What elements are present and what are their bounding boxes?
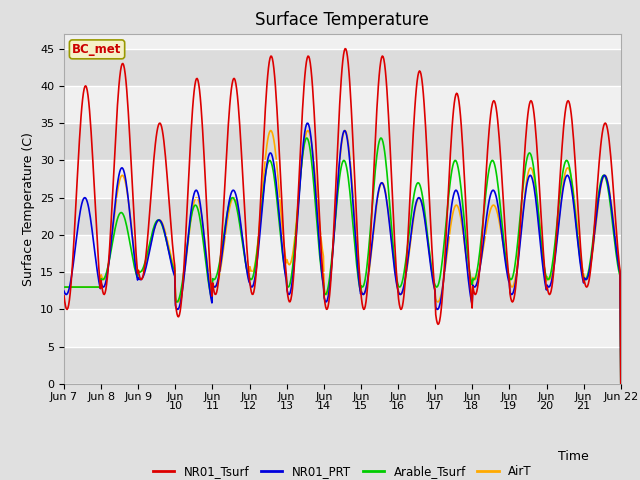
- Line: AirT: AirT: [64, 131, 621, 384]
- Bar: [64, 347, 621, 384]
- Line: NR01_Tsurf: NR01_Tsurf: [64, 48, 621, 384]
- Arable_Tsurf: [411, 188, 419, 193]
- Text: BC_met: BC_met: [72, 43, 122, 56]
- NR01_Tsurf: [411, 105, 419, 111]
- Arable_Tsurf: [127, 249, 135, 254]
- Arable_Tsurf: [184, 236, 192, 242]
- Text: Time: Time: [558, 450, 589, 463]
- AirT: [617, 381, 625, 387]
- AirT: [127, 223, 135, 228]
- Bar: [64, 48, 621, 86]
- NR01_PRT: [127, 227, 135, 232]
- AirT: [214, 281, 221, 287]
- Legend: NR01_Tsurf, NR01_PRT, Arable_Tsurf, AirT: NR01_Tsurf, NR01_PRT, Arable_Tsurf, AirT: [148, 460, 536, 480]
- Arable_Tsurf: [214, 270, 221, 276]
- Bar: [64, 86, 621, 123]
- NR01_PRT: [617, 381, 625, 387]
- Bar: [64, 235, 621, 272]
- NR01_PRT: [411, 206, 419, 212]
- NR01_Tsurf: [341, 46, 349, 51]
- Y-axis label: Surface Temperature (C): Surface Temperature (C): [22, 132, 35, 286]
- AirT: [184, 241, 192, 247]
- Line: NR01_PRT: NR01_PRT: [64, 123, 621, 384]
- Line: Arable_Tsurf: Arable_Tsurf: [64, 138, 621, 384]
- Arable_Tsurf: [60, 284, 68, 290]
- AirT: [428, 264, 435, 269]
- Bar: [64, 310, 621, 347]
- NR01_PRT: [428, 266, 435, 272]
- Title: Surface Temperature: Surface Temperature: [255, 11, 429, 29]
- Arable_Tsurf: [377, 135, 385, 141]
- Bar: [64, 123, 621, 160]
- AirT: [411, 208, 419, 214]
- NR01_Tsurf: [60, 293, 68, 299]
- NR01_PRT: [70, 255, 78, 261]
- NR01_PRT: [214, 279, 221, 285]
- Arable_Tsurf: [70, 284, 78, 290]
- Bar: [64, 160, 621, 198]
- NR01_PRT: [184, 237, 192, 242]
- AirT: [70, 284, 78, 290]
- NR01_Tsurf: [617, 381, 625, 387]
- NR01_Tsurf: [70, 235, 78, 241]
- NR01_Tsurf: [184, 189, 192, 194]
- NR01_PRT: [303, 120, 311, 126]
- AirT: [60, 284, 68, 290]
- Arable_Tsurf: [617, 381, 625, 387]
- AirT: [267, 128, 275, 133]
- Bar: [64, 198, 621, 235]
- NR01_Tsurf: [127, 165, 135, 171]
- NR01_Tsurf: [214, 286, 221, 292]
- Bar: [64, 272, 621, 310]
- Arable_Tsurf: [428, 263, 435, 268]
- NR01_Tsurf: [428, 230, 435, 236]
- NR01_PRT: [60, 288, 68, 294]
